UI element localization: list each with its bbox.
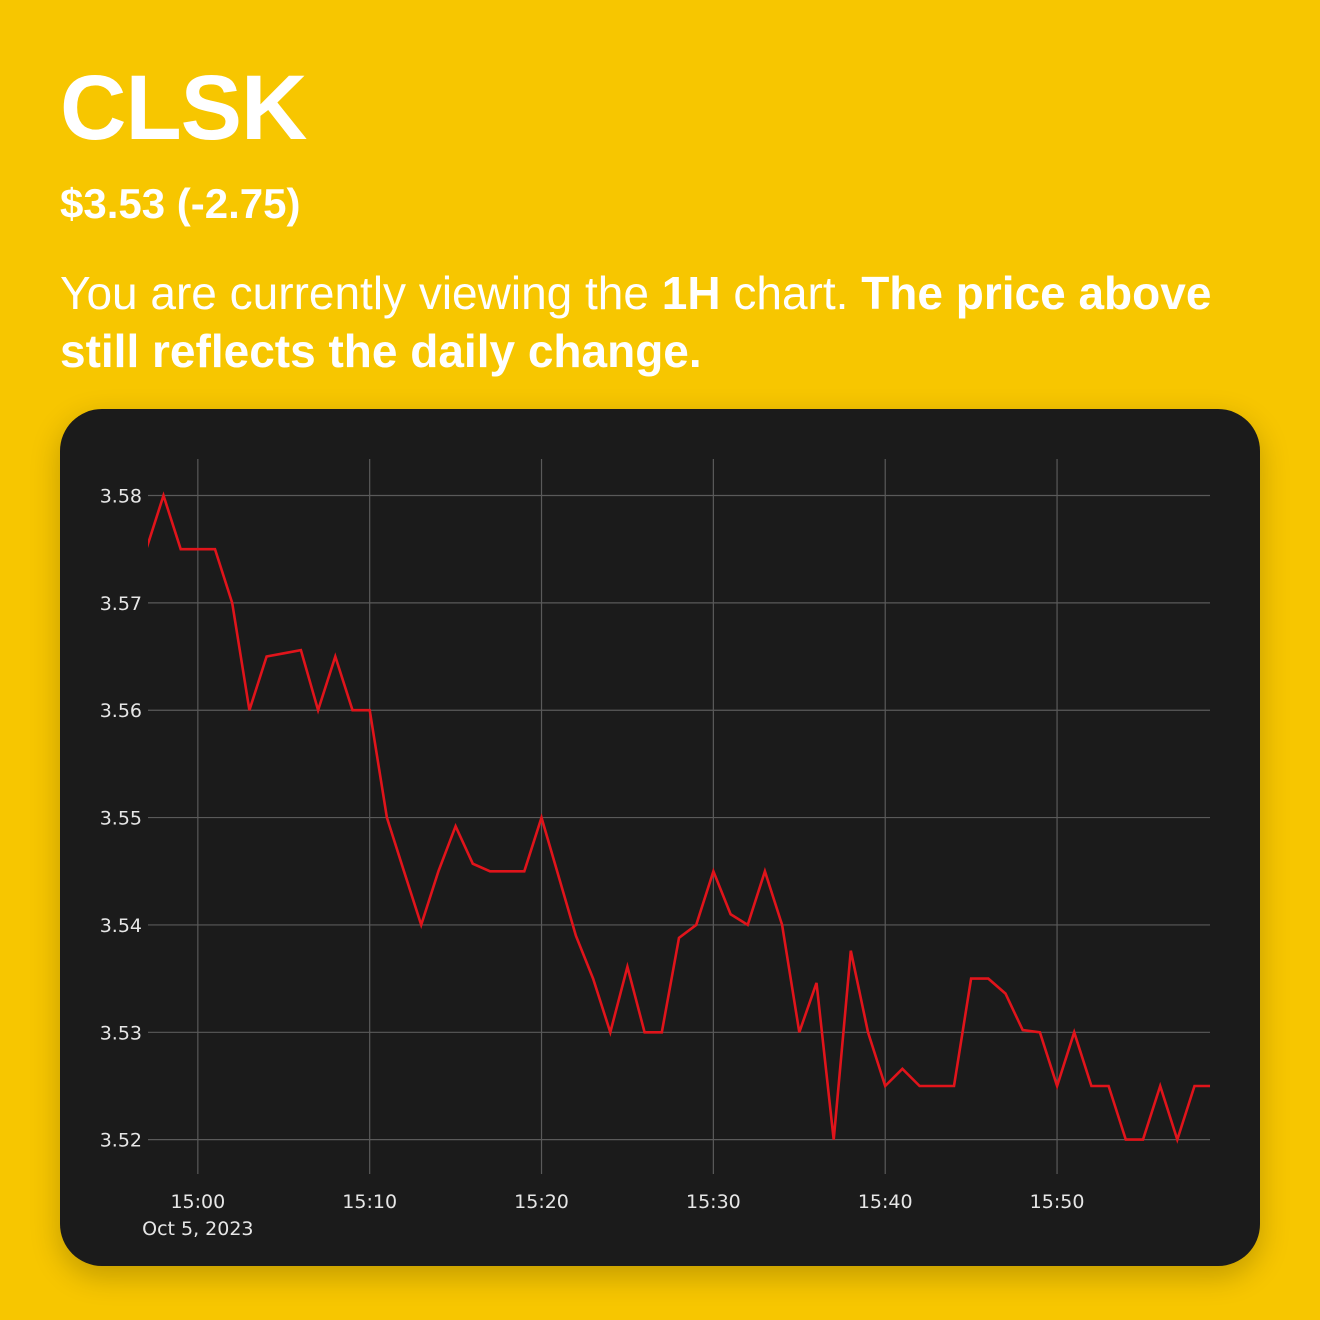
y-tick-label: 3.54	[100, 915, 142, 937]
timeframe-label: 1H	[661, 267, 721, 319]
price-chart: 3.52 3.53 3.54 3.55 3.56 3.57 3.58 15:00 15:10 15…	[100, 459, 1210, 1240]
y-tick-label: 3.57	[100, 593, 142, 615]
chart-card: 3.52 3.53 3.54 3.55 3.56 3.57 3.58 15:00 15:10 15…	[60, 409, 1260, 1266]
x-tick-label: 15:30	[686, 1191, 741, 1213]
ticker-symbol: CLSK	[60, 57, 307, 159]
chart-info-text: You are currently viewing the 1H chart. …	[60, 264, 1260, 380]
y-tick-label: 3.58	[100, 486, 142, 508]
price-line	[148, 491, 1210, 1144]
x-tick-label: 15:50	[1030, 1191, 1085, 1213]
daily-change-note: The price above still reflects the daily…	[60, 267, 1212, 377]
y-tick-label: 3.53	[100, 1022, 142, 1044]
y-tick-label: 3.55	[100, 808, 142, 830]
x-date-label: Oct 5, 2023	[142, 1218, 253, 1240]
price-change: $3.53 (-2.75)	[60, 180, 301, 227]
x-tick-label: 15:20	[514, 1191, 569, 1213]
info-text-part: chart.	[720, 267, 862, 319]
y-tick-label: 3.52	[100, 1130, 142, 1152]
x-tick-label: 15:00	[170, 1191, 225, 1213]
x-tick-label: 15:10	[342, 1191, 397, 1213]
x-tick-label: 15:40	[858, 1191, 913, 1213]
info-text-part: You are currently viewing the	[60, 267, 662, 319]
y-tick-label: 3.56	[100, 700, 142, 722]
